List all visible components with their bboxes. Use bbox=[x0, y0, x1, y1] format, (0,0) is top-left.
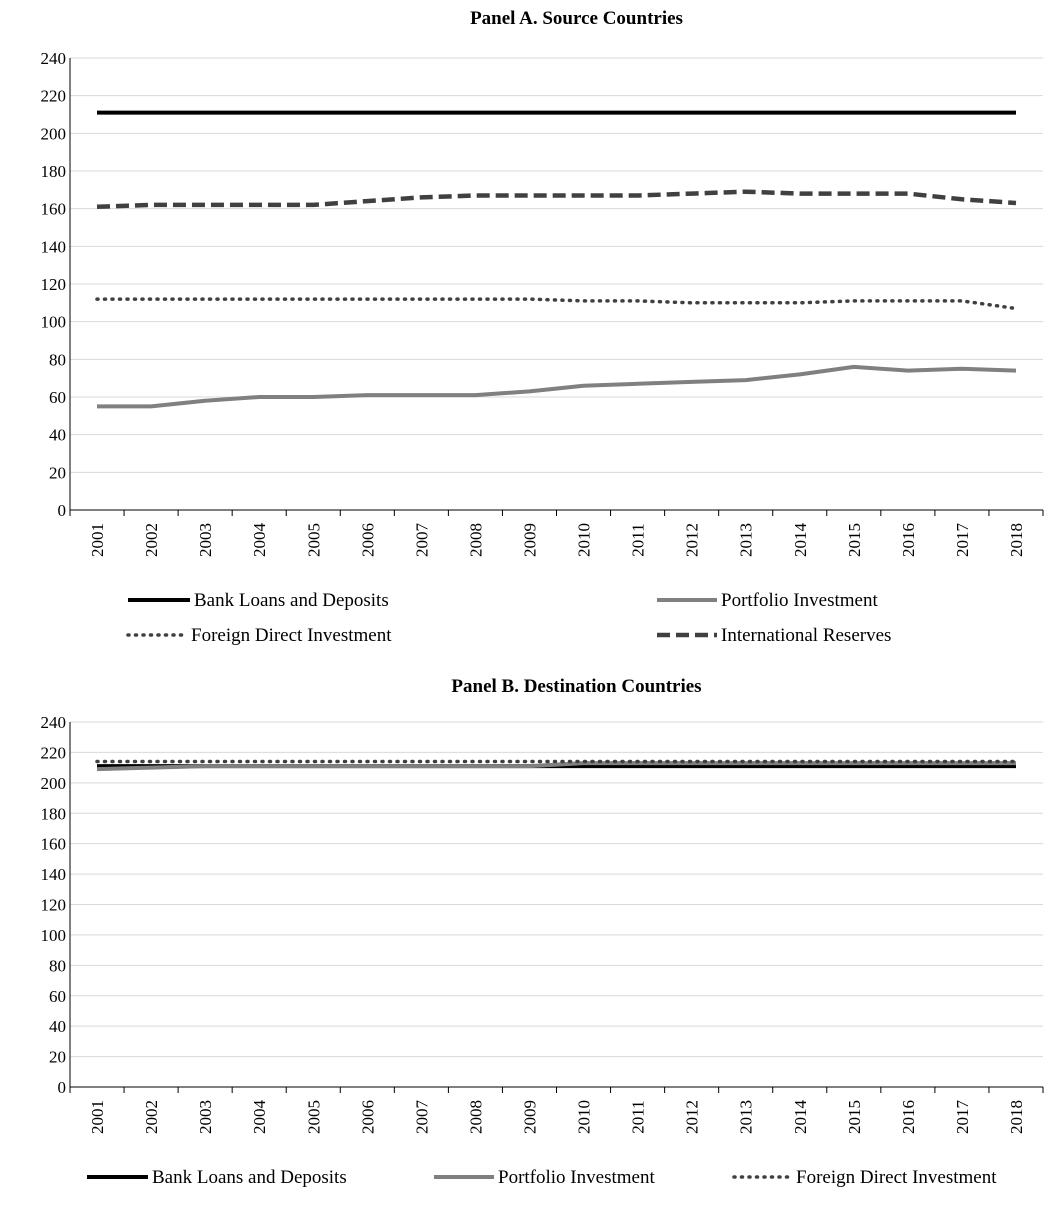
x-tick-label: 2010 bbox=[575, 523, 594, 557]
x-tick-label: 2017 bbox=[953, 523, 972, 558]
x-tick-label: 2004 bbox=[250, 523, 269, 558]
x-tick-label: 2016 bbox=[899, 1100, 918, 1134]
x-tick-label: 2015 bbox=[845, 1100, 864, 1134]
y-tick-label: 20 bbox=[49, 1048, 66, 1067]
x-tick-label: 2003 bbox=[196, 1100, 215, 1134]
y-tick-label: 120 bbox=[41, 896, 67, 915]
x-tick-label: 2001 bbox=[88, 523, 107, 557]
legend-item-foreign-direct-investment: Foreign Direct Investment bbox=[126, 625, 392, 646]
y-tick-label: 60 bbox=[49, 388, 66, 407]
chart-panel-b: Panel B. Destination Countries 0 20 40 60 80 1… bbox=[41, 676, 1044, 1188]
x-tick-label: 2007 bbox=[412, 1100, 431, 1135]
legend-item-bank-loans-and-deposits: Bank Loans and Deposits bbox=[87, 1167, 347, 1188]
x-tick-label: 2007 bbox=[412, 523, 431, 558]
y-tick-label: 160 bbox=[41, 835, 67, 854]
x-tick-label: 2013 bbox=[737, 1100, 756, 1134]
y-tick-label: 20 bbox=[49, 463, 66, 482]
x-tick-label: 2002 bbox=[142, 1100, 161, 1134]
legend-label: Foreign Direct Investment bbox=[191, 625, 392, 646]
x-tick-label: 2015 bbox=[845, 523, 864, 557]
x-tick-label: 2016 bbox=[899, 523, 918, 557]
x-tick-label: 2017 bbox=[953, 1100, 972, 1135]
x-tick-label: 2014 bbox=[791, 1100, 810, 1135]
x-tick-label: 2014 bbox=[791, 523, 810, 558]
y-tick-label: 240 bbox=[41, 713, 67, 732]
y-tick-label: 120 bbox=[41, 275, 67, 294]
y-tick-label: 40 bbox=[49, 1017, 66, 1036]
chart-panel-a: Panel A. Source Countries 0 20 40 60 80 100 120… bbox=[41, 8, 1044, 646]
x-tick-label: 2018 bbox=[1007, 1100, 1026, 1134]
x-tick-label: 2008 bbox=[466, 1100, 485, 1134]
y-tick-label: 40 bbox=[49, 426, 66, 445]
y-tick-label: 60 bbox=[49, 987, 66, 1006]
x-tick-label: 2009 bbox=[520, 1100, 539, 1134]
x-tick-label: 2002 bbox=[142, 523, 161, 557]
x-tick-label: 2018 bbox=[1007, 523, 1026, 557]
x-tick-label: 2012 bbox=[683, 523, 702, 557]
y-tick-label: 200 bbox=[41, 124, 67, 143]
x-tick-label: 2011 bbox=[629, 1100, 648, 1133]
y-tick-label: 80 bbox=[49, 350, 66, 369]
y-tick-label: 220 bbox=[41, 87, 67, 106]
legend-item-bank-loans-and-deposits: Bank Loans and Deposits bbox=[128, 590, 389, 611]
y-tick-label: 100 bbox=[41, 926, 67, 945]
y-tick-label: 140 bbox=[41, 237, 67, 256]
x-tick-label: 2005 bbox=[304, 523, 323, 557]
series-line-portfolio-investment bbox=[97, 364, 1017, 409]
x-tick-label: 2011 bbox=[629, 523, 648, 556]
legend-label: International Reserves bbox=[721, 625, 891, 646]
y-tick-label: 140 bbox=[41, 865, 67, 884]
y-tick-label: 80 bbox=[49, 956, 66, 975]
chart-title: Panel B. Destination Countries bbox=[451, 676, 701, 697]
x-tick-label: 2004 bbox=[250, 1100, 269, 1135]
legend-item-international-reserves: International Reserves bbox=[657, 625, 891, 646]
y-tick-label: 0 bbox=[58, 1078, 67, 1097]
x-tick-label: 2001 bbox=[88, 1100, 107, 1134]
legend-label: Foreign Direct Investment bbox=[796, 1167, 997, 1188]
x-tick-label: 2012 bbox=[683, 1100, 702, 1134]
y-tick-label: 100 bbox=[41, 313, 67, 332]
series-line-foreign-direct-investment bbox=[95, 297, 1018, 311]
x-tick-label: 2009 bbox=[520, 523, 539, 557]
chart-title: Panel A. Source Countries bbox=[470, 8, 683, 29]
y-tick-label: 180 bbox=[41, 804, 67, 823]
x-tick-label: 2008 bbox=[466, 523, 485, 557]
y-tick-label: 0 bbox=[58, 501, 67, 520]
x-tick-label: 2013 bbox=[737, 523, 756, 557]
legend-item-foreign-direct-investment: Foreign Direct Investment bbox=[732, 1167, 997, 1188]
x-tick-label: 2010 bbox=[575, 1100, 594, 1134]
y-tick-label: 240 bbox=[41, 49, 67, 68]
y-tick-label: 200 bbox=[41, 774, 67, 793]
x-tick-label: 2003 bbox=[196, 523, 215, 557]
legend-label: Bank Loans and Deposits bbox=[194, 590, 389, 611]
series-line-international-reserves bbox=[96, 189, 1017, 210]
legend-item-portfolio-investment: Portfolio Investment bbox=[434, 1167, 655, 1188]
y-tick-label: 160 bbox=[41, 200, 67, 219]
y-tick-label: 180 bbox=[41, 162, 67, 181]
x-tick-label: 2006 bbox=[358, 523, 377, 557]
y-tick-label: 220 bbox=[41, 743, 67, 762]
x-tick-label: 2006 bbox=[358, 1100, 377, 1134]
legend-label: Bank Loans and Deposits bbox=[152, 1167, 347, 1188]
legend-label: Portfolio Investment bbox=[721, 590, 878, 611]
legend-item-portfolio-investment: Portfolio Investment bbox=[657, 590, 878, 611]
x-tick-label: 2005 bbox=[304, 1100, 323, 1134]
legend-label: Portfolio Investment bbox=[498, 1167, 655, 1188]
